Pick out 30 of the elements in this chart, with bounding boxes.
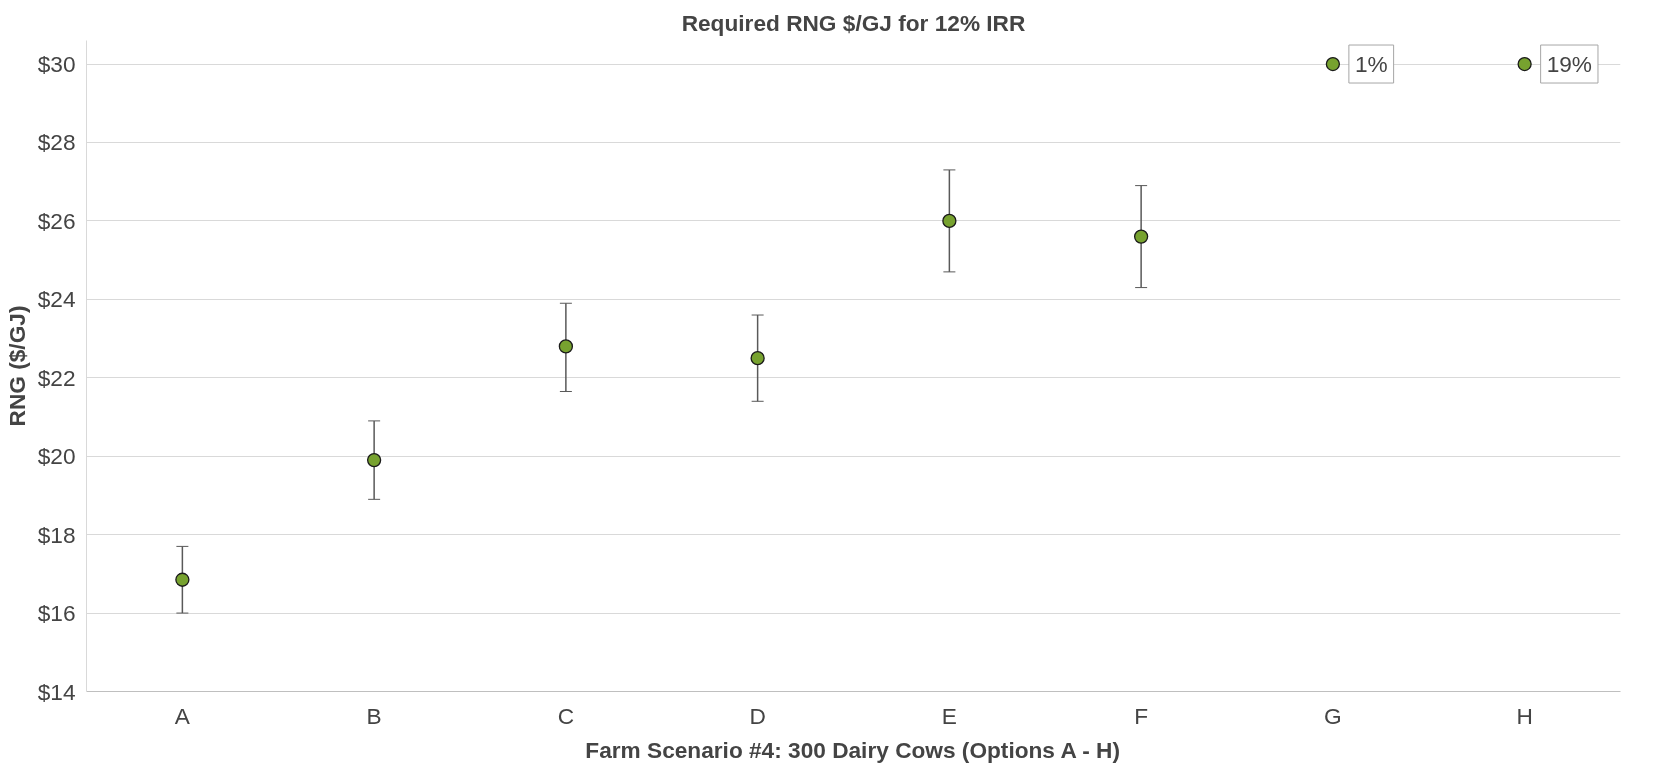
point (1325, 56, 1341, 72)
point (175, 572, 190, 587)
x-tick-label: D (749, 702, 766, 729)
y-tick-label: $16 (37, 600, 76, 627)
y-axis-title: RNG ($/GJ) (3, 305, 30, 427)
annotation: 19% (1546, 51, 1592, 78)
point (1517, 56, 1532, 72)
point (366, 452, 382, 468)
y-tick-label: $18 (37, 521, 76, 548)
y-tick-label: $30 (37, 51, 76, 78)
y-tick-label: $28 (37, 129, 76, 156)
x-tick-label: H (1516, 702, 1533, 729)
x-axis-title: Farm Scenario #4: 300 Dairy Cows (Options A - H) (585, 736, 1120, 763)
x-tick-label: G (1324, 702, 1342, 729)
y-tick-label: $24 (37, 286, 76, 313)
annotation: 1% (1354, 51, 1388, 78)
point (750, 351, 765, 366)
point (1133, 229, 1149, 244)
point (558, 339, 574, 354)
x-tick-label: A (174, 702, 191, 729)
chart-title: Required RNG $/GJ for 12% IRR (681, 9, 1026, 36)
y-tick-label: $22 (37, 364, 76, 391)
y-tick-label: $26 (37, 207, 76, 234)
y-tick-label: $20 (37, 443, 76, 470)
x-tick-label: C (557, 702, 575, 729)
x-tick-label: F (1134, 702, 1149, 729)
y-tick-label: $14 (37, 678, 76, 705)
point (942, 213, 957, 229)
x-tick-label: B (366, 702, 382, 729)
x-tick-label: E (941, 702, 957, 729)
